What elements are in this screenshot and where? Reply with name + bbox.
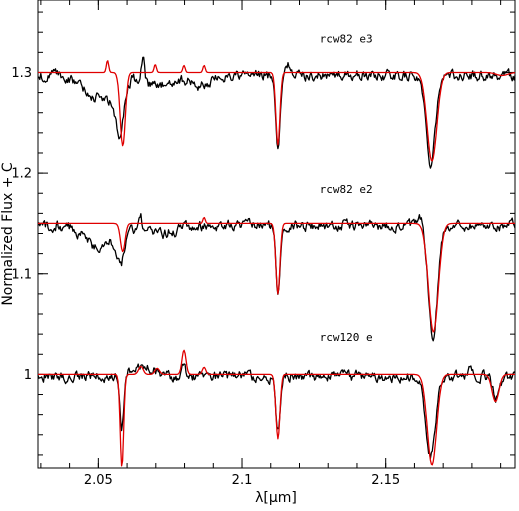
observed-spectrum-line <box>37 56 516 169</box>
spectrum-label: rcw82 e3 <box>320 32 373 45</box>
spectrum-label: rcw120 e <box>320 331 373 344</box>
y-tick-label: 1 <box>24 368 32 383</box>
spectrum-label: rcw82 e2 <box>320 183 373 196</box>
x-tick-label: 2.05 <box>84 473 113 488</box>
series-lines <box>37 56 516 467</box>
x-axis-title: λ[μm] <box>255 490 297 506</box>
axis-ticks: 2.05 2.1 2.15 1 1.1 1.2 1.3 <box>11 0 515 488</box>
model-spectrum-line <box>38 216 515 333</box>
model-spectrum-line <box>38 60 516 162</box>
model-spectrum-line <box>38 349 515 467</box>
plot-frame <box>37 0 516 469</box>
x-tick-label: 2.1 <box>232 473 253 488</box>
y-tick-label: 1.1 <box>11 267 32 282</box>
annotations: rcw82 e3 rcw82 e2 rcw120 e <box>320 32 373 344</box>
y-axis-title: Normalized Flux + C <box>0 162 16 306</box>
x-tick-label: 2.15 <box>371 473 400 488</box>
y-tick-label: 1.2 <box>11 167 32 182</box>
y-tick-label: 1.3 <box>11 66 32 81</box>
